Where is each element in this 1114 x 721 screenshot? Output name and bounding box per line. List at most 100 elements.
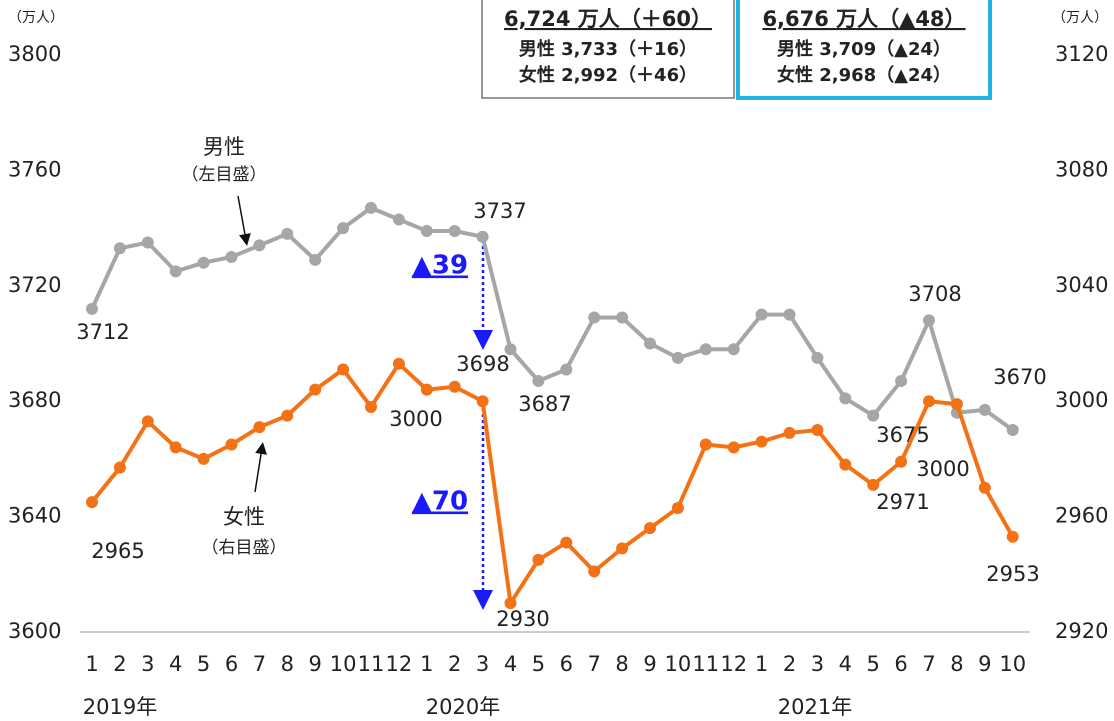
- point: [504, 597, 517, 610]
- point: [727, 343, 740, 356]
- point: [281, 227, 294, 240]
- point: [225, 250, 238, 263]
- point: [476, 230, 489, 243]
- point: [644, 337, 656, 350]
- box-male: 男性 3,733（＋16）: [519, 38, 697, 60]
- point: [755, 308, 768, 321]
- point: [588, 565, 601, 578]
- point: [365, 400, 377, 413]
- annotation: ▲70: [412, 487, 468, 517]
- point: [141, 236, 154, 249]
- y-tick-label: 3760: [8, 157, 61, 181]
- x-tick-label: 3: [476, 652, 489, 676]
- data-label: 2953: [986, 562, 1039, 586]
- x-tick-label: 2: [448, 652, 461, 676]
- x-tick-label: 3: [811, 652, 824, 676]
- point: [113, 242, 126, 255]
- x-tick-label: 8: [281, 652, 294, 676]
- x-tick-label: 7: [253, 652, 266, 676]
- year-label: 2020年: [426, 695, 500, 719]
- point: [225, 438, 238, 451]
- x-tick-label: 7: [588, 652, 601, 676]
- box-total: 6,724 万人（＋60）: [504, 7, 712, 31]
- point: [365, 201, 377, 214]
- data-label: 3000: [389, 407, 442, 431]
- x-tick-label: 4: [839, 652, 852, 676]
- point: [532, 375, 545, 388]
- x-tick-label: 12: [720, 652, 747, 676]
- x-tick-label: 5: [197, 652, 210, 676]
- data-label: 3737: [473, 199, 526, 223]
- point: [755, 435, 768, 448]
- x-tick-label: 8: [950, 652, 963, 676]
- x-tick-label: 10: [999, 652, 1026, 676]
- data-label: 2971: [876, 490, 929, 514]
- y2-tick-label: 2920: [1055, 619, 1108, 643]
- point: [978, 481, 991, 494]
- x-tick-label: 11: [692, 652, 719, 676]
- point: [727, 441, 740, 454]
- point: [86, 496, 98, 509]
- point: [560, 363, 573, 376]
- x-tick-label: 4: [504, 652, 517, 676]
- point: [197, 452, 210, 465]
- point: [448, 380, 461, 393]
- point: [197, 256, 210, 269]
- x-tick-label: 6: [894, 652, 907, 676]
- year-label: 2019年: [83, 695, 157, 719]
- y-tick-label: 3640: [8, 504, 61, 528]
- point: [169, 441, 182, 454]
- data-label: 3708: [908, 282, 961, 306]
- point: [616, 311, 629, 324]
- box-female: 女性 2,968（▲24）: [777, 64, 951, 86]
- data-label: 3698: [456, 352, 509, 376]
- x-tick-label: 1: [420, 652, 433, 676]
- point: [783, 426, 796, 439]
- series-note: （右目盛）: [202, 538, 287, 558]
- data-label: 3675: [876, 423, 929, 447]
- point: [448, 224, 461, 237]
- point: [169, 265, 182, 278]
- point: [141, 415, 154, 428]
- data-label: 3000: [916, 457, 969, 481]
- point: [309, 383, 322, 396]
- x-tick-label: 9: [309, 652, 322, 676]
- point: [337, 363, 350, 376]
- point: [671, 351, 684, 364]
- y-tick-label: 3800: [8, 42, 61, 66]
- point: [923, 314, 935, 327]
- x-tick-label: 2: [113, 652, 126, 676]
- point: [392, 213, 405, 226]
- y-tick-label: 3720: [8, 273, 61, 297]
- box-total: 6,676 万人（▲48）: [762, 7, 965, 31]
- point: [783, 308, 796, 321]
- x-tick-label: 5: [867, 652, 880, 676]
- pointer: [237, 195, 251, 246]
- y2-tick-label: 3080: [1055, 157, 1108, 181]
- point: [811, 351, 824, 364]
- data-label: 3687: [518, 392, 571, 416]
- point: [811, 424, 824, 437]
- point: [699, 343, 712, 356]
- box-female: 女性 2,992（＋46）: [519, 64, 697, 86]
- point: [839, 458, 852, 471]
- x-tick-label: 12: [386, 652, 413, 676]
- x-tick-label: 1: [755, 652, 768, 676]
- y-unit: （万人）: [8, 10, 64, 26]
- x-tick-label: 2: [783, 652, 796, 676]
- point: [950, 398, 963, 411]
- point: [1006, 530, 1019, 543]
- x-tick-label: 3: [141, 652, 154, 676]
- y2-tick-label: 3000: [1055, 388, 1108, 412]
- y2-tick-label: 3120: [1055, 42, 1108, 66]
- x-tick-label: 7: [922, 652, 935, 676]
- point: [560, 536, 573, 549]
- x-tick-label: 4: [169, 652, 182, 676]
- box-frame: [481, 0, 735, 99]
- series-label: 女性: [223, 505, 265, 529]
- point: [532, 553, 545, 566]
- point: [337, 222, 350, 235]
- point: [895, 455, 908, 468]
- point: [420, 224, 433, 237]
